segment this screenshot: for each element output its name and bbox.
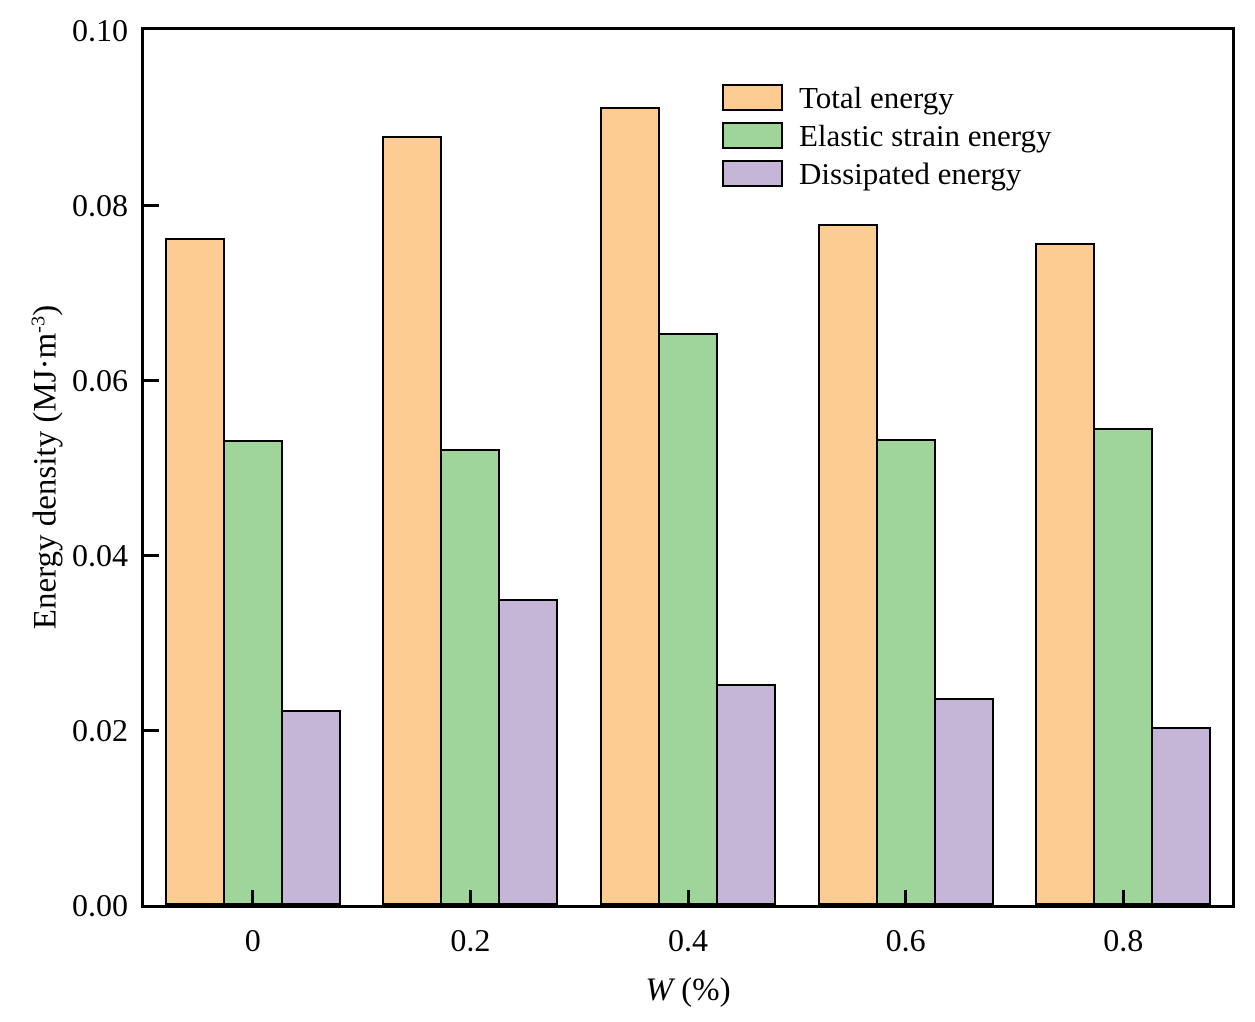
x-tick-label-0.4: 0.4	[668, 922, 708, 958]
legend: Total energy Elastic strain energy Dissipa…	[722, 79, 1052, 197]
legend-swatch-dissipated-energy	[722, 159, 783, 187]
y-tick-label-0.08: 0.08	[72, 187, 128, 223]
y-axis-title: Energy density (MJ·m-3)	[27, 305, 64, 629]
y-axis-tick-0.06	[144, 378, 159, 382]
bar-dissipated-energy-w0.4	[716, 684, 776, 905]
x-axis-tick-0.8	[1121, 890, 1125, 905]
bar-elastic-strain-energy-w0.4	[658, 333, 718, 905]
bar-elastic-strain-energy-w0.6	[875, 439, 936, 905]
y-tick-label-0.00: 0.00	[72, 887, 128, 923]
bar-dissipated-energy-w0.8	[1151, 727, 1212, 905]
bar-total-energy-w0	[164, 238, 225, 905]
x-tick-label-0: 0	[244, 922, 261, 958]
bar-total-energy-w0.2	[382, 136, 443, 905]
y-axis-tick-0.04	[144, 553, 159, 557]
y-tick-label-0.10: 0.10	[72, 12, 128, 48]
legend-item-elastic-strain-energy: Elastic strain energy	[722, 117, 1052, 153]
y-axis-tick-0.08	[144, 203, 159, 207]
y-tick-label-0.02: 0.02	[72, 712, 128, 748]
bar-dissipated-energy-w0.2	[498, 599, 559, 905]
x-axis-title-unit: (%)	[672, 972, 731, 1008]
y-axis-title-superscript: -3	[27, 315, 50, 333]
y-tick-label-0.04: 0.04	[72, 537, 128, 573]
x-axis-tick-0	[251, 890, 255, 905]
ticks-layer	[144, 30, 1232, 905]
legend-swatch-elastic-strain-energy	[722, 121, 783, 149]
y-axis-title-close: )	[27, 304, 64, 316]
bar-dissipated-energy-w0.6	[933, 698, 994, 905]
plot-area: Total energy Elastic strain energy Dissipa…	[141, 27, 1235, 908]
y-tick-label-0.06: 0.06	[72, 362, 128, 398]
bar-total-energy-w0.8	[1035, 243, 1096, 905]
x-axis-tick-0.2	[468, 890, 472, 905]
legend-label-elastic-strain-energy: Elastic strain energy	[799, 117, 1052, 153]
bar-elastic-strain-energy-w0	[222, 440, 283, 905]
legend-label-dissipated-energy: Dissipated energy	[799, 155, 1022, 191]
x-axis-title: W (%)	[141, 972, 1235, 1009]
bar-elastic-strain-energy-w0.8	[1093, 428, 1154, 905]
x-axis-tick-0.6	[904, 890, 908, 905]
legend-swatch-total-energy	[722, 83, 783, 111]
bar-dissipated-energy-w0	[280, 710, 341, 905]
x-axis-tick-0.4	[686, 890, 690, 905]
legend-label-total-energy: Total energy	[799, 79, 954, 115]
x-axis-title-symbol: W	[645, 972, 673, 1008]
x-tick-label-0.2: 0.2	[450, 922, 491, 958]
legend-item-dissipated-energy: Dissipated energy	[722, 155, 1052, 191]
x-tick-label-0.8: 0.8	[1103, 922, 1144, 958]
bar-total-energy-w0.4	[600, 107, 660, 905]
y-axis-tick-0.02	[144, 728, 159, 732]
x-tick-label-0.6: 0.6	[885, 922, 926, 958]
legend-item-total-energy: Total energy	[722, 79, 1052, 115]
bars-layer	[144, 30, 1232, 905]
